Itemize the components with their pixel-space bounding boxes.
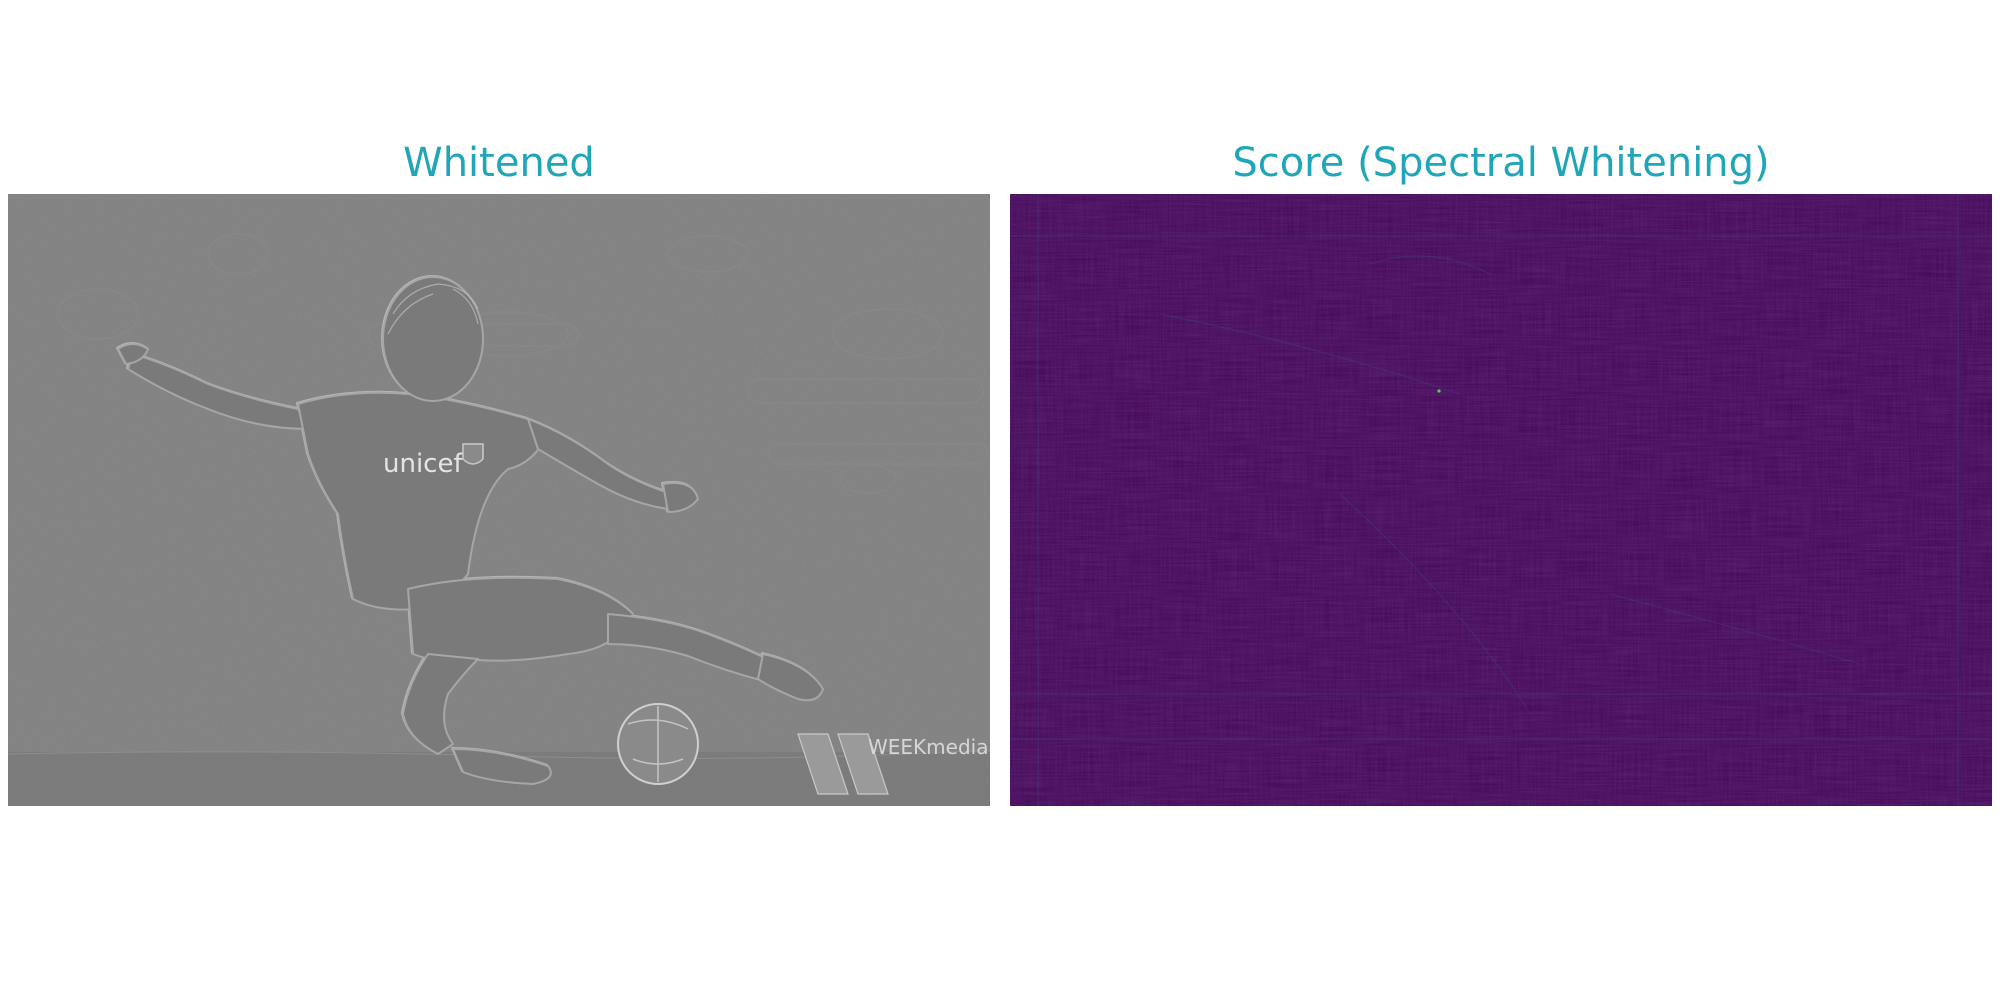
player-figure xyxy=(117,276,824,785)
heatmap-peak xyxy=(1437,389,1441,393)
watermark-text: WEEKmedia xyxy=(868,735,988,759)
ball-icon xyxy=(617,703,699,785)
shirt-text: unicef xyxy=(383,449,463,479)
score-heatmap xyxy=(1010,194,1992,806)
whitened-image: unicef WEEKmedia xyxy=(8,194,990,806)
crest-icon xyxy=(462,443,484,465)
whitened-image-canvas: unicef WEEKmedia xyxy=(8,194,990,806)
heatmap-streaks xyxy=(1010,194,1992,806)
watermark-logo: WEEKmedia xyxy=(797,733,988,795)
panel-title-score: Score (Spectral Whitening) xyxy=(1232,140,1770,186)
panel-title-whitened: Whitened xyxy=(403,140,595,186)
hair-texture xyxy=(387,283,479,335)
score-heatmap-canvas xyxy=(1010,194,1992,806)
